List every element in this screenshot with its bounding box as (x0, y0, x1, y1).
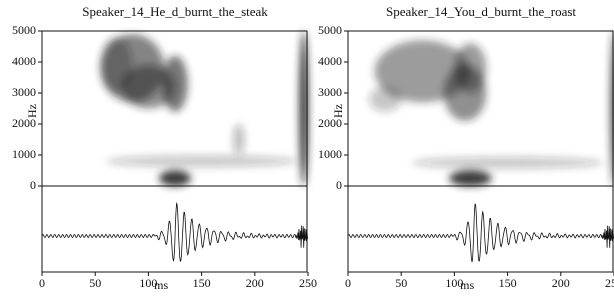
energy-blob (454, 43, 486, 93)
y-tick-label: 3000 (318, 85, 342, 99)
waveform-frame (348, 186, 613, 272)
spectrogram-texture (101, 31, 308, 186)
energy-blob (159, 171, 191, 187)
energy-blob (106, 156, 298, 167)
x-tick-label: 250 (605, 276, 614, 290)
y-tick-label: 1000 (318, 147, 342, 161)
figure: Speaker_14_He_d_burnt_the_steak010002000… (0, 0, 614, 296)
y-tick-label: 4000 (318, 54, 342, 68)
y-tick-label: 0 (30, 178, 36, 192)
x-tick-label: 0 (345, 276, 351, 290)
energy-blob (234, 124, 245, 155)
chart-title: Speaker_14_He_d_burnt_the_steak (82, 4, 268, 19)
x-tick-label: 150 (193, 276, 211, 290)
chart-title: Speaker_14_You_d_burnt_the_roast (386, 4, 576, 19)
waveform-frame (42, 186, 307, 272)
spectrogram-texture (369, 31, 614, 186)
energy-blob (101, 37, 133, 93)
y-axis-label: Hz (331, 104, 345, 118)
y-tick-label: 4000 (12, 54, 36, 68)
waveform (42, 204, 308, 262)
y-tick-label: 1000 (12, 147, 36, 161)
x-tick-label: 0 (39, 276, 45, 290)
y-axis-label: Hz (25, 104, 39, 118)
y-tick-label: 5000 (318, 23, 342, 37)
energy-blob (162, 56, 188, 112)
y-tick-label: 3000 (12, 85, 36, 99)
x-tick-label: 50 (395, 276, 407, 290)
x-axis-label: ms (460, 278, 474, 292)
y-tick-label: 0 (336, 178, 342, 192)
waveform (348, 204, 614, 262)
x-axis-label: ms (154, 278, 168, 292)
energy-blob (412, 157, 604, 168)
x-tick-label: 200 (552, 276, 570, 290)
energy-blob (369, 87, 401, 112)
energy-blob (449, 171, 492, 187)
x-tick-label: 250 (299, 276, 317, 290)
x-tick-label: 50 (89, 276, 101, 290)
x-tick-label: 200 (246, 276, 264, 290)
y-tick-label: 5000 (12, 23, 36, 37)
x-tick-label: 150 (499, 276, 517, 290)
